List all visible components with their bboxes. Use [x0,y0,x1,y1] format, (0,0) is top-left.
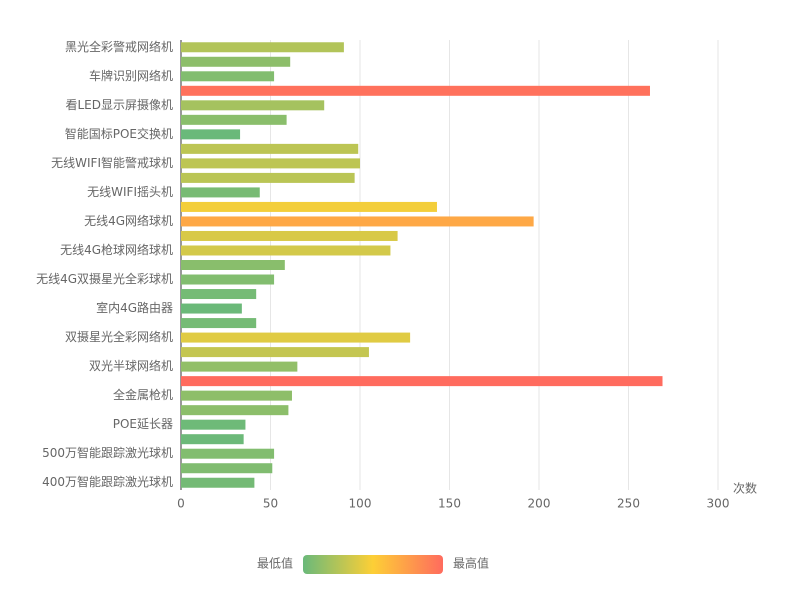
bar [181,419,246,430]
y-tick-label: 无线WIFI摇头机 [87,185,173,199]
bar [181,463,273,474]
bar [181,100,325,111]
y-tick-label: 室内4G路由器 [96,300,173,315]
x-tick-label: 200 [528,497,551,511]
y-tick-label: 车牌识别网络机 [89,68,173,83]
bar [181,114,287,125]
y-tick-label: POE延长器 [113,417,173,431]
y-tick-label: 无线WIFI智能警戒球机 [51,155,173,170]
visual-map-bar [303,555,443,574]
bar [181,477,255,488]
y-tick-label: 双光半球网络机 [89,358,173,373]
bar [181,187,260,198]
bar [181,361,298,372]
x-tick-label: 50 [263,497,278,511]
y-tick-label: 无线4G网络球机 [84,213,173,228]
y-tick-label: 黑光全彩警戒网络机 [65,39,173,54]
y-tick-label: 500万智能跟踪激光球机 [42,445,173,460]
bar [181,347,369,358]
bar [181,85,650,96]
y-tick-label: 无线4G枪球网络球机 [60,242,173,257]
x-tick-label: 100 [349,497,372,511]
bar [181,318,257,329]
bar [181,230,398,241]
bar [181,56,291,67]
bar [181,303,242,314]
bar [181,448,275,459]
y-tick-label: 智能国标POE交换机 [65,126,173,141]
bar [181,245,391,256]
bar [181,390,292,401]
bar [181,172,355,183]
y-tick-label: 全金属枪机 [113,387,173,402]
bar [181,434,244,445]
y-tick-label: 400万智能跟踪激光球机 [42,474,173,489]
visual-map-min: 最低值 [257,556,293,571]
x-tick-label: 300 [707,497,730,511]
bar [181,158,360,169]
x-axis-label: 次数 [733,481,757,496]
bar [181,143,359,154]
bar [181,274,275,285]
visual-map-max: 最高值 [453,556,489,571]
bar [181,201,437,212]
bar [181,129,241,140]
bar [181,332,411,343]
x-tick-label: 150 [438,497,461,511]
bar [181,216,534,227]
bar [181,376,663,387]
x-tick-label: 250 [617,497,640,511]
bar [181,405,289,416]
y-tick-label: 双摄星光全彩网络机 [65,329,173,344]
bar [181,42,344,53]
x-tick-label: 0 [177,497,185,511]
y-tick-label: 看LED显示屏摄像机 [65,97,173,112]
bar [181,260,285,270]
y-tick-label: 无线4G双摄星光全彩球机 [36,271,173,286]
bar [181,71,275,82]
bar [181,289,257,300]
